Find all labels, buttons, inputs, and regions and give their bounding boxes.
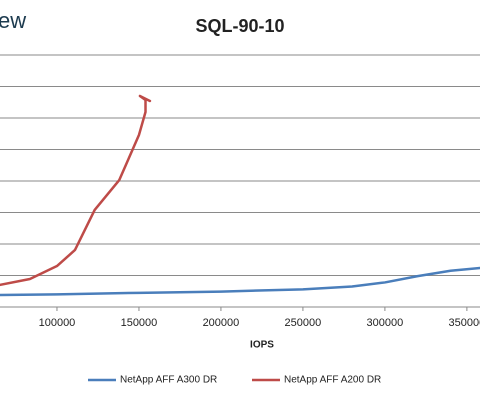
chart-title: SQL-90-10	[195, 16, 284, 36]
x-tick-label: 250000	[285, 317, 322, 329]
logo: ew	[0, 8, 26, 33]
x-tick-label: 300000	[367, 317, 404, 329]
x-tick-label: 150000	[121, 317, 158, 329]
series-line	[0, 266, 480, 297]
x-tick-label: 350000	[449, 317, 480, 329]
x-tick-label: 100000	[39, 317, 76, 329]
x-axis-label: IOPS	[250, 340, 274, 351]
legend-label: NetApp AFF A300 DR	[120, 375, 217, 386]
x-tick-label: 200000	[203, 317, 240, 329]
legend-label: NetApp AFF A200 DR	[284, 375, 381, 386]
series-line	[0, 94, 152, 287]
